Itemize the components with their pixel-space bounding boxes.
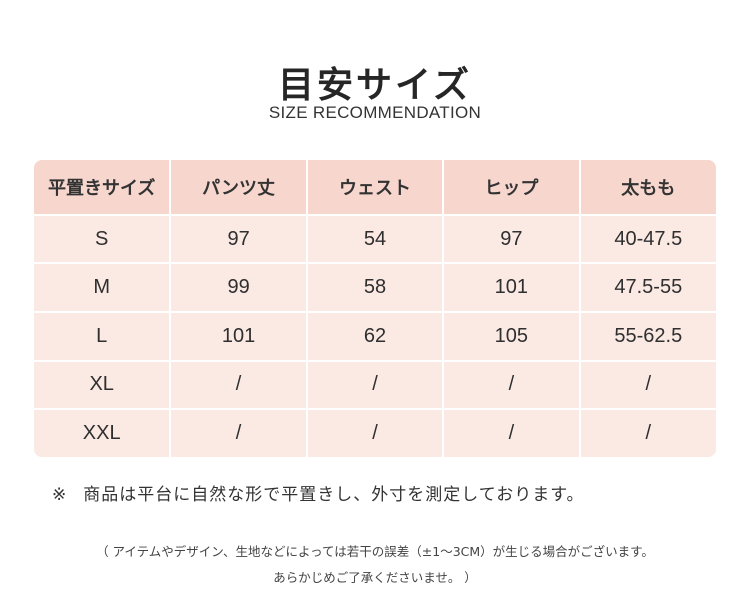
header-cell: パンツ丈 [169, 160, 308, 216]
table-cell: 47.5-55 [578, 262, 716, 314]
table-cell: 40-47.5 [578, 213, 716, 265]
table-cell: 105 [442, 311, 581, 362]
disclaimer-line-1: （ アイテムやデザイン、生地などによっては若干の誤差（±1～3CM）が生じる場合… [96, 544, 654, 559]
table-cell: 101 [169, 311, 308, 362]
table-cell: 62 [305, 311, 445, 362]
table-header-row: 平置きサイズ パンツ丈 ウェスト ヒップ 太もも [34, 160, 716, 216]
note-text: 商品は平台に自然な形で平置きし、外寸を測定しております。 [83, 485, 585, 505]
table-cell: / [578, 408, 716, 457]
size-cell: M [34, 262, 172, 314]
table-row: XXL / / / / [34, 408, 716, 457]
table-cell: 58 [305, 262, 445, 314]
table-row: XL / / / / [34, 359, 716, 411]
size-table: 平置きサイズ パンツ丈 ウェスト ヒップ 太もも S 97 54 97 40-4… [34, 160, 716, 457]
table-cell: / [305, 359, 445, 411]
header-cell: ウェスト [305, 160, 445, 216]
table-row: S 97 54 97 40-47.5 [34, 213, 716, 265]
table-cell: 97 [169, 213, 308, 265]
table-cell: / [305, 408, 445, 457]
table-cell: 101 [442, 262, 581, 314]
table-cell: 55-62.5 [578, 311, 716, 362]
table-cell: / [169, 408, 308, 457]
table-cell: / [442, 359, 581, 411]
disclaimer-line-2: あらかじめご了承くださいませ。 ） [273, 570, 477, 585]
table-cell: / [442, 408, 581, 457]
header-cell: ヒップ [442, 160, 581, 216]
measurement-note: ※ 商品は平台に自然な形で平置きし、外寸を測定しております。 [52, 480, 585, 505]
header-cell: 太もも [578, 160, 716, 216]
table-cell: 99 [169, 262, 308, 314]
size-cell: L [34, 311, 172, 362]
page-title: 目安サイズ [278, 65, 472, 106]
table-cell: 54 [305, 213, 445, 265]
table-row: M 99 58 101 47.5-55 [34, 262, 716, 314]
table-cell: / [169, 359, 308, 411]
table-cell: 97 [442, 213, 581, 265]
header-cell: 平置きサイズ [34, 160, 172, 216]
table-cell: / [578, 359, 716, 411]
size-cell: XXL [34, 408, 172, 457]
size-cell: XL [34, 359, 172, 411]
page-subtitle: SIZE RECOMMENDATION [268, 103, 482, 122]
note-mark: ※ [52, 485, 68, 505]
size-cell: S [34, 213, 172, 265]
table-row: L 101 62 105 55-62.5 [34, 311, 716, 362]
